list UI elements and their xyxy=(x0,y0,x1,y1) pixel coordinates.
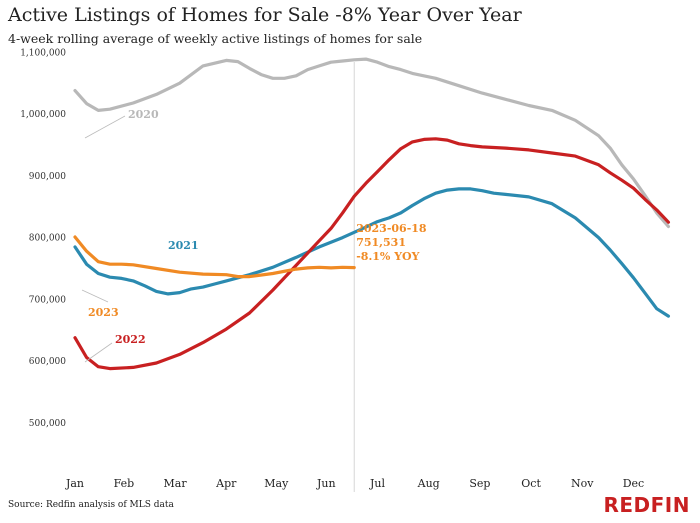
y-axis: 500,000 600,000 700,000 800,000 900,000 1,000… xyxy=(20,48,66,429)
series-line-2022 xyxy=(73,137,671,371)
x-tick-label: Sep xyxy=(469,477,490,490)
y-tick-label: 600,000 xyxy=(29,357,66,367)
series-line-2020 xyxy=(73,57,671,229)
x-tick-label: Apr xyxy=(215,477,237,490)
x-tick-label: Jun xyxy=(316,477,336,490)
x-tick-label: Oct xyxy=(521,477,541,490)
series-line-2023 xyxy=(73,235,356,279)
x-tick-label: Aug xyxy=(417,477,440,490)
series-label-leader xyxy=(84,342,113,363)
x-tick-label: Nov xyxy=(571,477,594,490)
x-tick-label: Jul xyxy=(369,477,385,490)
y-tick-label: 1,000,000 xyxy=(20,110,66,120)
annotation-line: -8.1% YOY xyxy=(356,250,419,263)
series-label-leader xyxy=(81,289,109,303)
series-label-2022: 2022 xyxy=(115,333,146,346)
x-tick-label: May xyxy=(264,477,289,490)
chart-title: Active Listings of Homes for Sale -8% Ye… xyxy=(8,4,522,26)
annotation-line: 2023-06-18 xyxy=(356,222,427,235)
x-tick-label: Dec xyxy=(623,477,645,490)
y-tick-label: 900,000 xyxy=(29,172,66,182)
x-tick-label: Mar xyxy=(164,477,188,490)
series-label-2023: 2023 xyxy=(88,306,119,319)
chart-subtitle: 4-week rolling average of weekly active … xyxy=(8,31,423,46)
redfin-logo: REDFIN xyxy=(603,493,690,517)
series-line-2021 xyxy=(73,187,671,318)
series-labels: 2020 2021 2022 2023 xyxy=(81,108,199,363)
source-note: Source: Redfin analysis of MLS data xyxy=(8,500,174,510)
series-label-leader xyxy=(84,115,126,139)
series-group xyxy=(73,57,671,371)
y-tick-label: 1,100,000 xyxy=(20,48,66,58)
series-label-2020: 2020 xyxy=(128,108,159,121)
annotation-line: 751,531 xyxy=(356,236,406,249)
x-tick-label: Feb xyxy=(114,477,135,490)
x-tick-label: Jan xyxy=(65,477,84,490)
y-tick-label: 700,000 xyxy=(29,295,66,305)
series-label-2021: 2021 xyxy=(168,239,199,252)
y-tick-label: 800,000 xyxy=(29,234,66,244)
y-tick-label: 500,000 xyxy=(29,419,66,429)
x-axis: Jan Feb Mar Apr May Jun Jul Aug Sep Oct Nov Dec xyxy=(65,477,644,490)
